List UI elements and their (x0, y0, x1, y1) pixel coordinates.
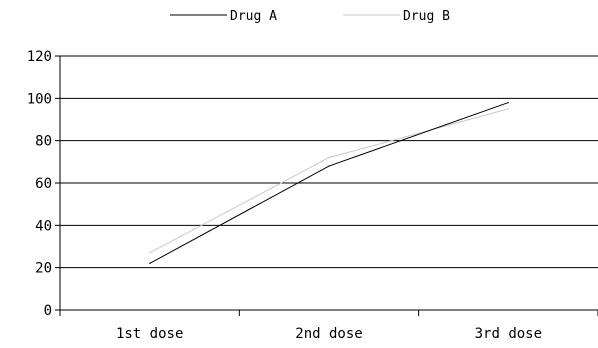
data-point-drug-b-1 (149, 252, 151, 254)
y-tick-label-60: 60 (35, 176, 52, 192)
axes (55, 55, 598, 316)
x-tick-label-3: 3rd dose (475, 326, 542, 342)
y-tick-label-0: 0 (44, 303, 52, 319)
data-point-drug-a-2 (328, 165, 330, 167)
legend-label-drug-b: Drug B (403, 9, 450, 24)
x-axis-tick-labels: 1st dose 2nd dose 3rd dose (116, 326, 542, 342)
data-point-drug-a-3 (507, 101, 509, 104)
y-axis-tick-labels: 0 20 40 60 80 100 120 (27, 49, 52, 319)
legend-label-drug-a: Drug A (230, 9, 277, 24)
x-tick-label-1: 1st dose (116, 326, 183, 342)
x-tick-label-2: 2nd dose (295, 326, 362, 342)
series-lines (149, 101, 509, 265)
y-tick-label-100: 100 (27, 91, 52, 107)
data-point-drug-b-3 (507, 108, 509, 110)
series-line-drug-b (149, 108, 509, 254)
y-tick-label-40: 40 (35, 218, 52, 234)
data-point-drug-a-1 (149, 262, 151, 265)
legend: Drug A Drug B (170, 9, 450, 24)
y-tick-label-120: 120 (27, 49, 52, 65)
y-tick-label-80: 80 (35, 134, 52, 150)
data-point-drug-b-2 (328, 157, 330, 159)
y-tick-label-20: 20 (35, 261, 52, 277)
gridlines (60, 55, 598, 269)
